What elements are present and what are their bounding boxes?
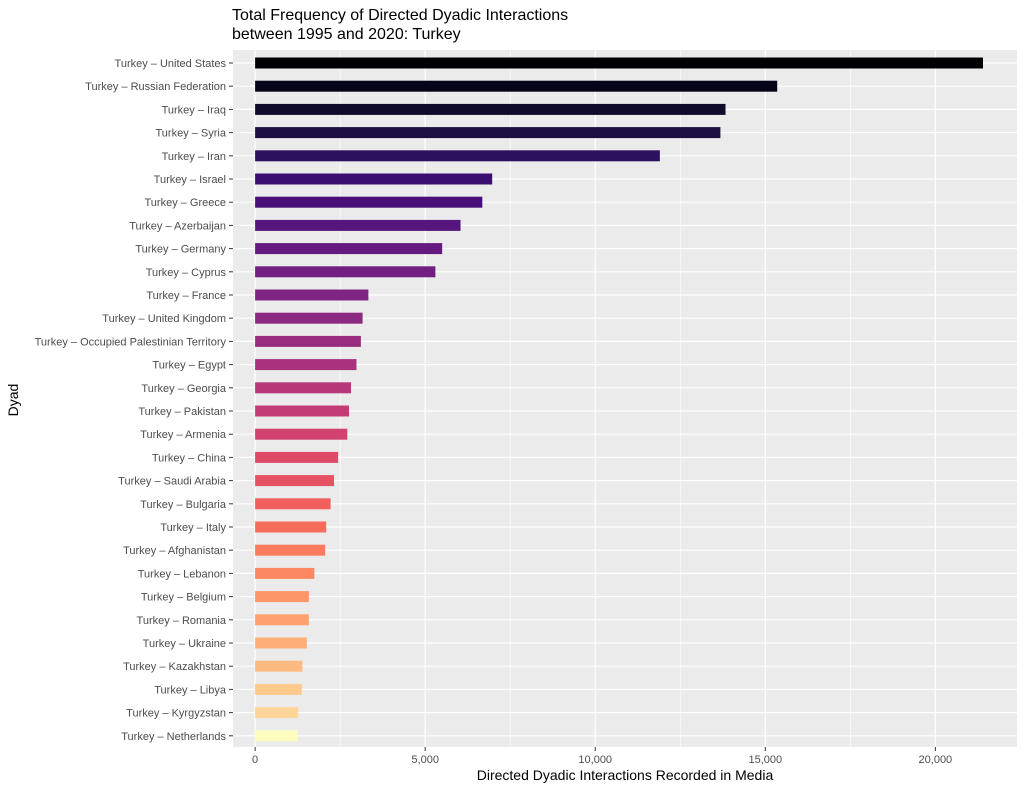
- y-tick-label: Turkey – Greece: [144, 197, 226, 209]
- x-axis-ticks: 0 5,000 10,000 15,000 20,000: [252, 747, 952, 766]
- y-tick-label: Turkey – Egypt: [152, 360, 226, 372]
- bar: [255, 591, 309, 603]
- bar: [255, 614, 309, 626]
- y-tick-label: Turkey – Saudi Arabia: [118, 476, 227, 488]
- y-tick-label: Turkey – Lebanon: [138, 568, 226, 580]
- y-tick-label: Turkey – Iran: [162, 151, 226, 163]
- x-tick-label: 5,000: [411, 754, 439, 766]
- bar: [255, 637, 307, 649]
- chart-title-line-1: Total Frequency of Directed Dyadic Inter…: [232, 7, 569, 24]
- y-tick-label: Turkey – Occupied Palestinian Territory: [35, 336, 227, 348]
- bar: [255, 475, 335, 487]
- bar: [255, 730, 298, 742]
- bar: [255, 683, 302, 695]
- y-tick-label: Turkey – Bulgaria: [140, 499, 227, 511]
- y-tick-label: Turkey – Azerbaijan: [129, 220, 226, 232]
- bar: [255, 335, 361, 347]
- bar: [255, 567, 315, 579]
- y-tick-label: Turkey – Italy: [160, 522, 226, 534]
- bar: [255, 544, 326, 556]
- y-tick-label: Turkey – Pakistan: [138, 406, 226, 418]
- bar: [255, 57, 983, 69]
- bar: [255, 498, 331, 510]
- bars: [255, 57, 983, 742]
- bar: [255, 521, 327, 533]
- bar: [255, 127, 721, 139]
- y-tick-label: Turkey – Afghanistan: [123, 545, 226, 557]
- bar: [255, 359, 357, 371]
- y-tick-label: Turkey – Ukraine: [143, 638, 226, 650]
- y-tick-label: Turkey – United Kingdom: [102, 313, 226, 325]
- bar: [255, 80, 778, 92]
- y-tick-label: Turkey – Israel: [154, 174, 226, 186]
- y-tick-label: Turkey – Syria: [155, 128, 226, 140]
- x-tick-label: 0: [252, 754, 258, 766]
- x-tick-label: 20,000: [919, 754, 953, 766]
- y-tick-label: Turkey – France: [146, 290, 226, 302]
- bar: [255, 312, 363, 324]
- y-tick-label: Turkey – Libya: [154, 684, 227, 696]
- y-tick-label: Turkey – Kyrgyzstan: [126, 708, 226, 720]
- y-axis-ticks: Turkey – United States Turkey – Russian F…: [35, 58, 233, 743]
- x-tick-label: 15,000: [748, 754, 782, 766]
- bar: [255, 219, 461, 231]
- chart-subtitle: between 1995 and 2020: Turkey: [232, 26, 461, 43]
- y-tick-label: Turkey – Russian Federation: [85, 81, 226, 93]
- bar: [255, 103, 726, 115]
- bar: [255, 266, 436, 278]
- bar: [255, 289, 369, 301]
- bar: [255, 428, 348, 440]
- y-tick-label: Turkey – Netherlands: [121, 731, 226, 743]
- plot-panel: [233, 50, 1017, 747]
- x-axis-title: Directed Dyadic Interactions Recorded in…: [477, 767, 774, 783]
- y-tick-label: Turkey – Germany: [135, 244, 226, 256]
- y-tick-label: Turkey – Kazakhstan: [123, 661, 226, 673]
- bar: [255, 451, 339, 463]
- bar: [255, 707, 299, 719]
- y-tick-label: Turkey – Belgium: [141, 592, 226, 604]
- bar: [255, 173, 493, 185]
- chart-title: Total Frequency of Directed Dyadic Inter…: [232, 6, 568, 44]
- bar: [255, 382, 352, 394]
- bar: [255, 243, 443, 255]
- y-tick-label: Turkey – United States: [115, 58, 227, 70]
- y-tick-label: Turkey – China: [152, 452, 227, 464]
- y-axis-title: Dyad: [5, 384, 21, 417]
- bar: [255, 405, 349, 417]
- bar: [255, 150, 660, 162]
- y-tick-label: Turkey – Romania: [137, 615, 227, 627]
- bar: [255, 196, 483, 208]
- y-tick-label: Turkey – Georgia: [141, 383, 226, 395]
- y-tick-label: Turkey – Cyprus: [146, 267, 227, 279]
- y-tick-label: Turkey – Iraq: [162, 104, 226, 116]
- bar: [255, 660, 303, 672]
- y-tick-label: Turkey – Armenia: [140, 429, 227, 441]
- x-tick-label: 10,000: [578, 754, 612, 766]
